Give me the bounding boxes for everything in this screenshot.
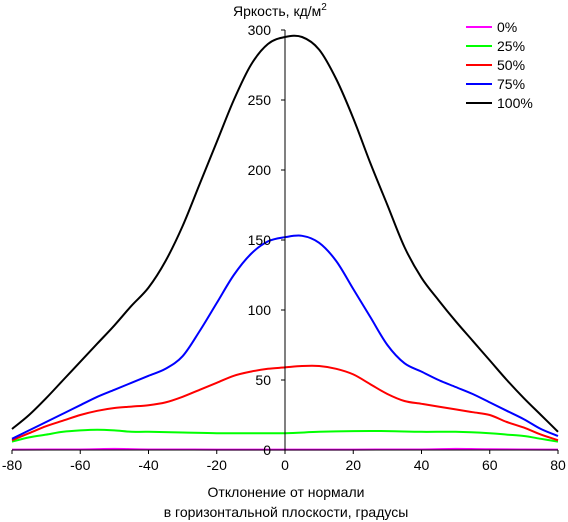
x-tick-label: -40: [138, 457, 158, 473]
x-tick-label: 40: [414, 457, 430, 473]
x-axis-title-line2: в горизонтальной плоскости, градусы: [164, 504, 409, 520]
x-ticks: -80 -60 -40 -20 0 20 40 60 80: [2, 450, 566, 473]
y-tick-label: 50: [255, 372, 271, 388]
y-tick-label: 150: [248, 232, 272, 248]
y-axis-title-main: Яркость, кд/м: [233, 3, 321, 19]
y-ticks: 0 50 100 150 200 250 300: [248, 22, 285, 458]
legend-label: 100%: [497, 95, 533, 111]
legend-label: 50%: [497, 57, 525, 73]
y-tick-label: 100: [248, 302, 272, 318]
y-axis-title: Яркость, кд/м2: [233, 2, 327, 19]
y-tick-label: 0: [263, 442, 271, 458]
y-tick-label: 200: [248, 162, 272, 178]
x-tick-label: -80: [2, 457, 22, 473]
x-axis-title-line1: Отклонение от нормали: [208, 484, 365, 500]
y-tick-label: 250: [248, 92, 272, 108]
x-tick-label: 20: [345, 457, 361, 473]
y-axis-title-superscript: 2: [321, 2, 327, 13]
x-tick-label: 80: [550, 457, 566, 473]
x-tick-label: 0: [281, 457, 289, 473]
x-tick-label: -20: [207, 457, 227, 473]
x-tick-label: 60: [482, 457, 498, 473]
x-tick-label: -60: [70, 457, 90, 473]
legend-label: 0%: [497, 19, 517, 35]
y-tick-label: 300: [248, 22, 272, 38]
series-line-25pct: [11, 428, 559, 443]
legend: 0% 25% 50% 75% 100%: [466, 19, 533, 111]
legend-label: 75%: [497, 76, 525, 92]
legend-label: 25%: [497, 38, 525, 54]
